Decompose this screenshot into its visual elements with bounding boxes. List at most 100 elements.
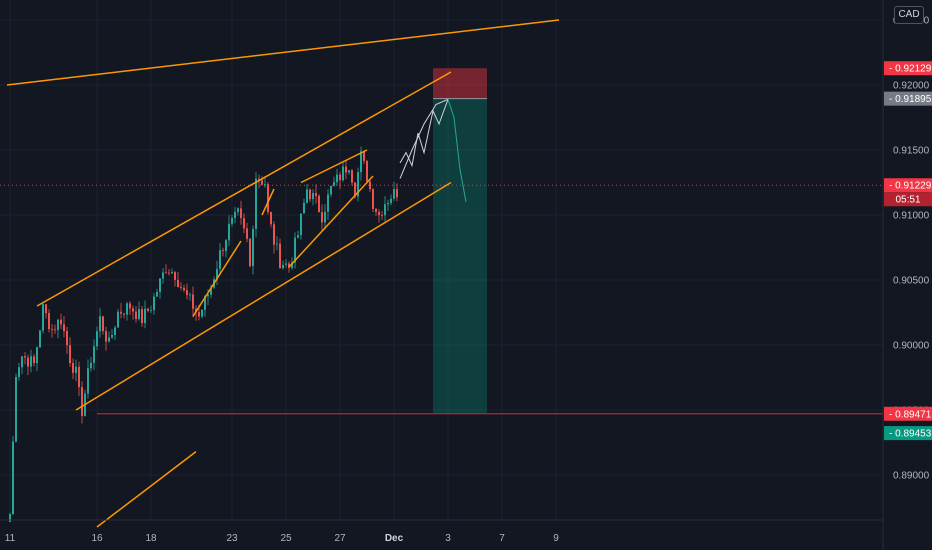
candle-body xyxy=(66,331,68,346)
trend-line-leg-2[interactable] xyxy=(261,188,275,216)
stop-loss-zone[interactable] xyxy=(433,68,487,99)
projection-paths[interactable] xyxy=(399,98,467,203)
candle-body xyxy=(108,337,110,342)
candle-body xyxy=(240,208,242,219)
projection-down[interactable] xyxy=(447,99,467,203)
candle-body xyxy=(171,272,173,274)
candle-body xyxy=(93,346,95,363)
candle-body xyxy=(249,238,251,267)
candle-body xyxy=(336,174,338,183)
candle-body xyxy=(45,304,47,314)
trend-line-rising-wedge-bottom[interactable] xyxy=(75,181,452,411)
candle-body xyxy=(300,213,302,236)
candle-body xyxy=(225,240,227,252)
trend-line-lower-parallel[interactable] xyxy=(96,451,197,528)
candle-body xyxy=(153,296,155,311)
take-profit-zone[interactable] xyxy=(433,98,487,414)
candle-body xyxy=(90,362,92,369)
candle-body xyxy=(369,181,371,190)
price-tag-bg xyxy=(884,178,932,193)
price-tag-label: - 0.89471 xyxy=(889,409,932,420)
candle-body xyxy=(276,243,278,245)
candle-body xyxy=(264,184,266,185)
x-tick-label: 25 xyxy=(280,533,292,544)
candle-body xyxy=(297,235,299,238)
candle-body xyxy=(180,287,182,288)
candle-body xyxy=(246,228,248,239)
candle-body xyxy=(60,319,62,325)
x-tick-label: 11 xyxy=(5,533,16,544)
y-tick-label: 0.91500 xyxy=(893,146,930,157)
candle-body xyxy=(141,309,143,324)
candlestick-series xyxy=(9,146,398,522)
candle-body xyxy=(150,310,152,311)
candle-body xyxy=(375,208,377,212)
trend-line-rising-wedge-top[interactable] xyxy=(36,71,452,307)
trend-line-mini-channel-top[interactable] xyxy=(300,149,368,184)
candle-body xyxy=(312,193,314,200)
candle-body xyxy=(303,202,305,214)
candle-body xyxy=(267,184,269,213)
candle-body xyxy=(330,185,332,195)
candle-body xyxy=(363,151,365,161)
price-tag-bg xyxy=(884,91,932,106)
candle-body xyxy=(315,193,317,196)
price-tag-target-2: - 0.89453 xyxy=(884,426,932,441)
candle-body xyxy=(285,263,287,265)
candle-body xyxy=(390,198,392,203)
candle-body xyxy=(321,212,323,223)
candle-body xyxy=(207,294,209,297)
candle-body xyxy=(243,218,245,229)
candle-body xyxy=(372,189,374,209)
candle-body xyxy=(291,262,293,268)
candle-body xyxy=(114,327,116,336)
projection-alt[interactable] xyxy=(399,98,449,179)
short-position-tool[interactable] xyxy=(433,68,487,414)
price-tag-bg xyxy=(884,406,932,421)
candle-body xyxy=(192,294,194,309)
candle-body xyxy=(117,311,119,328)
candle-body xyxy=(270,212,272,225)
x-tick-label: 7 xyxy=(499,533,505,544)
candle-body xyxy=(132,308,134,312)
candle-body xyxy=(189,294,191,296)
candle-body xyxy=(159,278,161,292)
candle-body xyxy=(39,330,41,348)
x-tick-label: 3 xyxy=(445,533,451,544)
candle-body xyxy=(396,189,398,198)
horizontal-levels xyxy=(0,184,883,415)
price-tag-stop-loss: - 0.92129 xyxy=(884,61,932,76)
y-tick-label: 0.90000 xyxy=(893,341,930,352)
time-axis[interactable]: 11 16 18 23 25 27 Dec 3 7 9 xyxy=(0,519,883,544)
x-tick-label: 16 xyxy=(91,533,103,544)
y-tick-label: 0.89000 xyxy=(893,471,930,482)
candle-body xyxy=(63,324,65,332)
trend-line-mini-channel-bottom[interactable] xyxy=(288,175,374,268)
projection-up[interactable] xyxy=(399,99,449,168)
candle-body xyxy=(384,204,386,216)
trend-line-upper-channel[interactable] xyxy=(6,19,560,86)
currency-label[interactable]: CAD xyxy=(894,6,924,24)
trend-lines[interactable] xyxy=(6,19,560,528)
price-tag-target: - 0.89471 xyxy=(884,406,932,421)
price-tag-label: - 0.91895 xyxy=(889,94,932,105)
candle-body xyxy=(351,170,353,183)
candle-body xyxy=(15,376,17,442)
y-tick-label: 0.92000 xyxy=(893,81,930,92)
price-axis[interactable]: 0.925000.920000.915000.910000.905000.900… xyxy=(882,0,930,550)
trend-line-leg-1[interactable] xyxy=(192,240,242,317)
candle-body xyxy=(42,304,44,331)
candle-body xyxy=(18,367,20,377)
candle-body xyxy=(156,291,158,297)
candle-body xyxy=(318,195,320,213)
countdown-bg xyxy=(884,192,932,207)
candle-body xyxy=(306,189,308,203)
candle-body xyxy=(21,356,23,368)
candle-body xyxy=(12,441,14,515)
candle-body xyxy=(138,309,140,320)
candle-body xyxy=(120,311,122,314)
candle-body xyxy=(81,387,83,416)
candle-body xyxy=(48,313,50,330)
candle-body xyxy=(237,208,239,213)
